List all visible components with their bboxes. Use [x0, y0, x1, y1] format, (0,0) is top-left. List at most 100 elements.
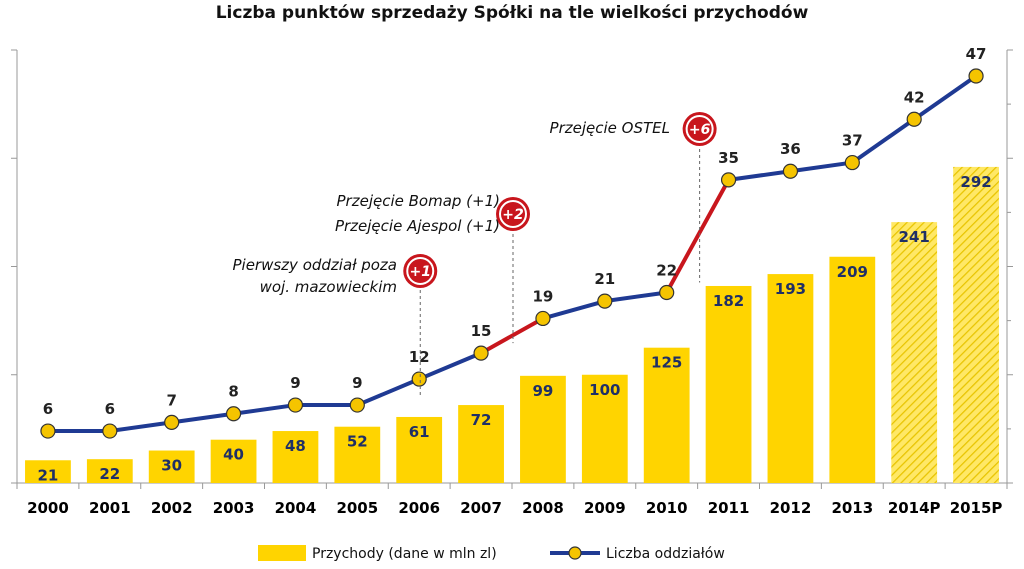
line-segment [912, 73, 979, 122]
bar [953, 166, 999, 483]
line-point [720, 172, 737, 188]
bar [334, 426, 381, 483]
x-tick-label: 2005 [336, 499, 378, 517]
x-tick-label: 2007 [460, 499, 502, 517]
line-segment [417, 351, 484, 382]
legend-swatch-marker [568, 546, 582, 560]
annotation-text: Przejęcie Bomap (+1) [337, 192, 501, 210]
bar-value-label: 40 [223, 446, 244, 464]
bar-value-label: 30 [161, 457, 182, 475]
bar-value-label: 72 [471, 411, 492, 429]
line-value-label: 21 [594, 270, 615, 288]
bar-value-label: 193 [775, 280, 806, 298]
bar [581, 374, 628, 483]
bar [396, 416, 443, 483]
line-segment [726, 169, 793, 182]
x-tick-label: 2000 [27, 499, 69, 517]
line-value-label: 6 [105, 400, 115, 418]
x-tick-label: 2011 [708, 499, 750, 517]
line-segment [107, 420, 174, 434]
line-segment [788, 160, 855, 174]
x-tick-label: 2010 [646, 499, 688, 517]
line-value-label: 8 [228, 383, 238, 401]
line-value-label: 37 [842, 132, 863, 150]
annotation-badge-label: +2 [502, 207, 523, 223]
bar [520, 375, 566, 483]
line-value-label: 42 [904, 88, 925, 106]
x-tick-label: 2001 [89, 499, 131, 517]
line-point [968, 68, 984, 84]
bar [643, 347, 690, 483]
bar [705, 285, 752, 483]
legend-label-bars: Przychody (dane w mln zl) [312, 546, 497, 562]
line-point [535, 310, 551, 327]
legend: Przychody (dane w mln zl) Liczba oddziałó… [258, 545, 725, 562]
line-segment [540, 299, 607, 321]
bar-value-label: 292 [960, 173, 991, 191]
line-point [411, 371, 427, 387]
bar-value-label: 52 [347, 433, 368, 451]
line-value-label: 36 [780, 140, 801, 158]
bar [891, 222, 938, 483]
line-value-label: 9 [352, 374, 362, 392]
annotation-text: Przejęcie Ajespol (+1) [335, 217, 500, 235]
chart-title: Liczba punktów sprzedaży Spółki na tle w… [216, 3, 809, 23]
line-segment [355, 377, 422, 408]
bar-value-label: 125 [651, 354, 682, 372]
line-point [40, 423, 56, 439]
bar [272, 431, 319, 483]
bar-value-label: 48 [285, 437, 306, 455]
annotation-badge-ring [685, 115, 714, 143]
bar [25, 460, 71, 483]
x-tick-label: 2013 [831, 499, 873, 517]
line-value-label: 35 [718, 149, 739, 167]
line-value-label: 9 [290, 374, 300, 392]
line-point [287, 397, 304, 413]
x-tick-label: 2014P [888, 499, 941, 517]
line-value-label: 19 [533, 287, 554, 305]
line-value-label: 15 [471, 322, 492, 340]
line-segment [850, 117, 917, 165]
bar-series [25, 166, 999, 483]
bar [767, 274, 814, 483]
annotation-badge-label: +1 [410, 264, 431, 280]
bar-value-label: 99 [533, 382, 554, 400]
annotation-badge-ring [499, 200, 527, 228]
x-tick-label: 2004 [275, 499, 317, 517]
line-segment [602, 290, 669, 304]
x-tick-label: 2012 [770, 499, 812, 517]
line-value-label: 22 [656, 261, 677, 279]
line-point [225, 406, 242, 422]
bar-value-label: 209 [837, 263, 868, 281]
line-point [906, 111, 922, 127]
x-tick-labels: 2000 2001 2002 2003 2004 2005 2006 2007 2008 2009… [27, 499, 1002, 517]
line-point [844, 154, 860, 171]
annotation-badge-label: +6 [689, 122, 711, 138]
x-tick-label: 2008 [522, 499, 564, 517]
bar-value-label: 22 [99, 465, 120, 483]
annotations: +1 Pierwszy oddział poza woj. mazowieckim +… [232, 112, 717, 396]
x-tick-label: 2009 [584, 499, 626, 517]
line-point [102, 423, 118, 439]
bar-value-label: 100 [589, 381, 620, 399]
annotation-badge-ring [406, 257, 435, 285]
annotation-text: Przejęcie OSTEL [550, 119, 670, 137]
line-value-label: 12 [409, 348, 430, 366]
bar [210, 439, 257, 483]
line-point [473, 345, 489, 361]
line-point [349, 397, 365, 413]
line-segment [664, 177, 731, 295]
legend-swatch-bars [258, 545, 306, 561]
line-point [659, 284, 675, 301]
bar-value-label: 21 [38, 466, 59, 484]
line-value-label: 6 [43, 400, 53, 418]
line-point [164, 414, 180, 430]
bar [86, 459, 133, 483]
bar-value-label: 61 [409, 423, 430, 441]
line-point [782, 163, 799, 179]
annotation-text: woj. mazowieckim [260, 278, 397, 296]
line-segment [479, 316, 545, 356]
